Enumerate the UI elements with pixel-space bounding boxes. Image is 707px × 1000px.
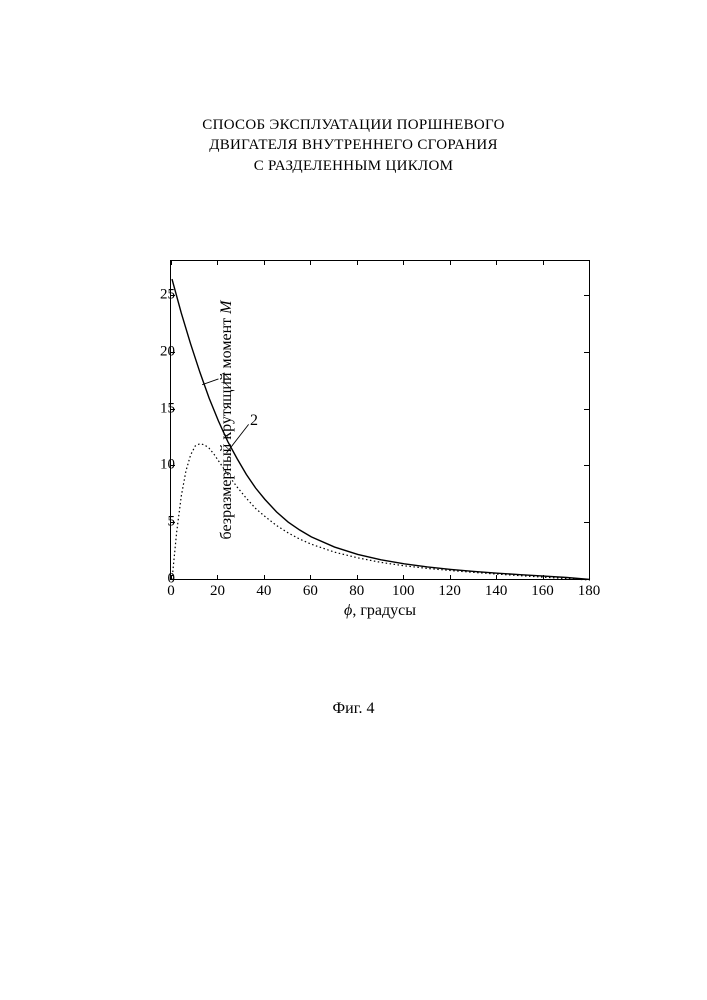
page: СПОСОБ ЭКСПЛУАТАЦИИ ПОРШНЕВОГО ДВИГАТЕЛЯ… (0, 0, 707, 1000)
xtick-label: 0 (151, 583, 191, 600)
figure-caption: Фиг. 4 (0, 700, 707, 718)
xtick-label: 140 (476, 583, 516, 600)
ylabel-text: безразмерный крутящий момент (218, 314, 235, 540)
xtick-label: 180 (569, 583, 609, 600)
xtick-label: 160 (523, 583, 563, 600)
series-label-2: 2 (250, 412, 258, 430)
xtick-label: 120 (430, 583, 470, 600)
page-title: СПОСОБ ЭКСПЛУАТАЦИИ ПОРШНЕВОГО ДВИГАТЕЛЯ… (0, 115, 707, 176)
ytick-label: 5 (120, 514, 175, 531)
xtick-label: 40 (244, 583, 284, 600)
title-line-2: ДВИГАТЕЛЯ ВНУТРЕННЕГО СГОРАНИЯ (209, 137, 498, 153)
ylabel-italic: M (218, 301, 235, 314)
ytick-label: 15 (120, 400, 175, 417)
xtick-label: 60 (290, 583, 330, 600)
ytick-label: 25 (120, 287, 175, 304)
title-line-3: С РАЗДЕЛЕННЫМ ЦИКЛОМ (254, 158, 454, 174)
xtick-label: 20 (197, 583, 237, 600)
chart: 051015202502040608010012014016018012 без… (115, 250, 605, 620)
xlabel-units: , градусы (352, 602, 416, 619)
xtick-label: 80 (337, 583, 377, 600)
x-axis-label: ϕ, градусы (170, 602, 590, 620)
xtick-label: 100 (383, 583, 423, 600)
title-line-1: СПОСОБ ЭКСПЛУАТАЦИИ ПОРШНЕВОГО (202, 117, 504, 133)
ytick-label: 10 (120, 457, 175, 474)
leader-line (202, 379, 218, 385)
ytick-label: 20 (120, 343, 175, 360)
y-axis-label: безразмерный крутящий момент M (218, 280, 236, 560)
